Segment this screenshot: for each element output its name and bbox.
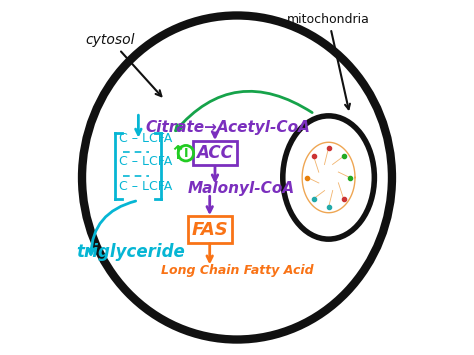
Text: triglyceride: triglyceride (77, 243, 185, 261)
Text: ACC: ACC (197, 144, 233, 162)
Text: Malonyl-CoA: Malonyl-CoA (188, 181, 295, 196)
Text: Long Chain Fatty Acid: Long Chain Fatty Acid (161, 264, 314, 277)
Text: I: I (184, 147, 188, 160)
Text: mitochondria: mitochondria (287, 12, 370, 109)
Text: FAS: FAS (191, 220, 228, 239)
Text: Citrate→Acetyl-CoA: Citrate→Acetyl-CoA (146, 120, 310, 135)
Text: C – LCFA: C – LCFA (119, 132, 172, 145)
Text: C – LCFA: C – LCFA (119, 180, 172, 193)
Text: ↑: ↑ (169, 144, 185, 163)
Text: cytosol: cytosol (85, 33, 161, 96)
Text: C – LCFA: C – LCFA (119, 155, 172, 168)
